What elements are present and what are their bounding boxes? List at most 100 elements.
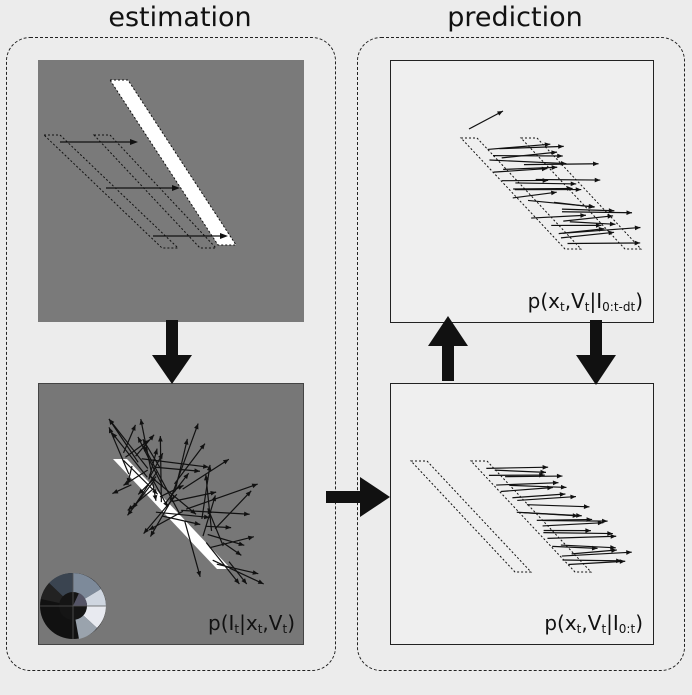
- vector-arrow: [496, 482, 559, 486]
- vector-arrowhead: [206, 464, 212, 471]
- vector-arrowhead: [544, 142, 551, 147]
- estimation-group: [6, 37, 336, 671]
- vector-arrow: [499, 145, 564, 150]
- bar-stimulus: [109, 79, 237, 246]
- vector-arrow: [561, 211, 633, 214]
- vector-arrow: [184, 521, 201, 578]
- vector-arrowhead: [551, 165, 558, 170]
- vector-arrow: [517, 495, 577, 502]
- vector-arrowhead: [552, 480, 559, 486]
- vector-arrowhead: [127, 509, 133, 516]
- vector-arrowhead: [241, 578, 247, 584]
- predicted-motion-vectors: [468, 110, 641, 246]
- vector-arrow: [553, 201, 595, 208]
- vector-arrowhead: [183, 438, 189, 445]
- vector-arrow: [510, 484, 567, 489]
- vector-arrow: [515, 182, 577, 185]
- vector-arrowhead: [131, 424, 136, 431]
- posterior-panel: p(xt,Vt|I0:t): [390, 383, 654, 645]
- prior-panel: p(xt,Vt|I0:t-dt): [390, 60, 654, 323]
- vector-arrow: [214, 490, 252, 530]
- vector-arrowhead: [609, 221, 616, 227]
- vector-arrow: [141, 458, 209, 468]
- vector-arrow: [212, 559, 264, 585]
- vector-arrow: [512, 191, 557, 199]
- vector-arrowhead: [550, 190, 557, 196]
- vector-arrow: [108, 418, 149, 469]
- vector-arrowhead: [225, 525, 232, 530]
- vector-arrowhead: [575, 187, 582, 192]
- input-image-panel: [38, 60, 304, 322]
- prediction-title: prediction: [447, 2, 583, 33]
- vector-arrowhead: [497, 111, 503, 116]
- vector-arrowhead: [111, 432, 118, 439]
- vector-arrowhead: [194, 423, 199, 430]
- likelihood-panel: p(It|xt,Vt): [38, 383, 304, 645]
- vector-arrow: [500, 486, 553, 493]
- vector-arrow: [501, 151, 558, 159]
- vector-arrowhead: [570, 181, 577, 187]
- vector-arrow: [174, 443, 206, 485]
- vector-arrow: [547, 535, 617, 539]
- vector-arrowhead: [558, 144, 564, 149]
- vector-arrow: [182, 458, 230, 490]
- vector-arrowhead: [611, 548, 617, 553]
- likelihood-label: p(It|xt,Vt): [208, 611, 295, 636]
- vector-arrow: [181, 509, 250, 515]
- vector-arrowhead: [190, 508, 197, 515]
- vector-arrow: [108, 427, 130, 475]
- vector-arrowhead: [235, 550, 242, 556]
- vector-arrow: [487, 143, 551, 151]
- vector-arrowhead: [540, 469, 546, 475]
- vector-arrowhead: [556, 473, 563, 479]
- vector-arrow: [209, 536, 254, 549]
- vector-arrowhead: [203, 514, 210, 520]
- input-image-drawing: [42, 79, 237, 249]
- vector-arrow: [569, 221, 616, 225]
- vector-arrow: [468, 110, 504, 130]
- vector-arrowhead: [138, 488, 144, 495]
- vector-arrowhead: [251, 483, 258, 489]
- vector-arrow: [567, 242, 641, 245]
- vector-arrowhead: [583, 504, 590, 509]
- vector-arrowhead: [619, 559, 626, 564]
- vector-arrow: [159, 435, 162, 503]
- vector-arrowhead: [247, 535, 254, 541]
- vector-arrow: [543, 531, 613, 535]
- vector-arrowhead: [139, 419, 145, 425]
- vector-arrow: [148, 473, 169, 508]
- vector-arrow: [503, 166, 558, 171]
- up-arrow-icon: [428, 316, 468, 381]
- vector-arrowhead: [109, 427, 114, 434]
- vector-arrow: [512, 493, 566, 499]
- vector-arrowhead: [557, 153, 563, 159]
- vector-arrow: [149, 495, 175, 537]
- vector-arrow: [155, 466, 201, 472]
- vector-arrowhead: [252, 570, 259, 575]
- vector-arrowhead: [607, 214, 614, 219]
- posterior-label: p(xt,Vt|I0:t): [544, 611, 643, 636]
- vector-arrowhead: [560, 484, 567, 490]
- vector-arrowhead: [607, 531, 613, 536]
- vector-arrowhead: [137, 436, 143, 443]
- vector-arrowhead: [634, 225, 641, 231]
- vector-arrowhead: [570, 494, 576, 500]
- vector-arrowhead: [542, 464, 549, 470]
- posterior-drawing: [409, 460, 632, 573]
- bar-outline: [469, 460, 593, 573]
- vector-arrowhead: [194, 521, 201, 526]
- vector-arrowhead: [567, 186, 573, 191]
- vector-arrowhead: [585, 528, 591, 533]
- vector-arrow: [531, 214, 586, 219]
- vector-arrow: [561, 208, 615, 212]
- vector-arrowhead: [148, 525, 155, 530]
- vector-arrowhead: [112, 489, 119, 494]
- vector-arrow: [552, 545, 598, 549]
- vector-arrow: [108, 418, 139, 463]
- vector-arrow: [185, 483, 258, 510]
- vector-arrow: [513, 187, 573, 190]
- vector-arrow: [523, 512, 579, 517]
- vector-arrow: [123, 459, 159, 495]
- vector-arrowhead: [598, 226, 605, 232]
- prior-label: p(xt,Vt|I0:t-dt): [527, 289, 643, 314]
